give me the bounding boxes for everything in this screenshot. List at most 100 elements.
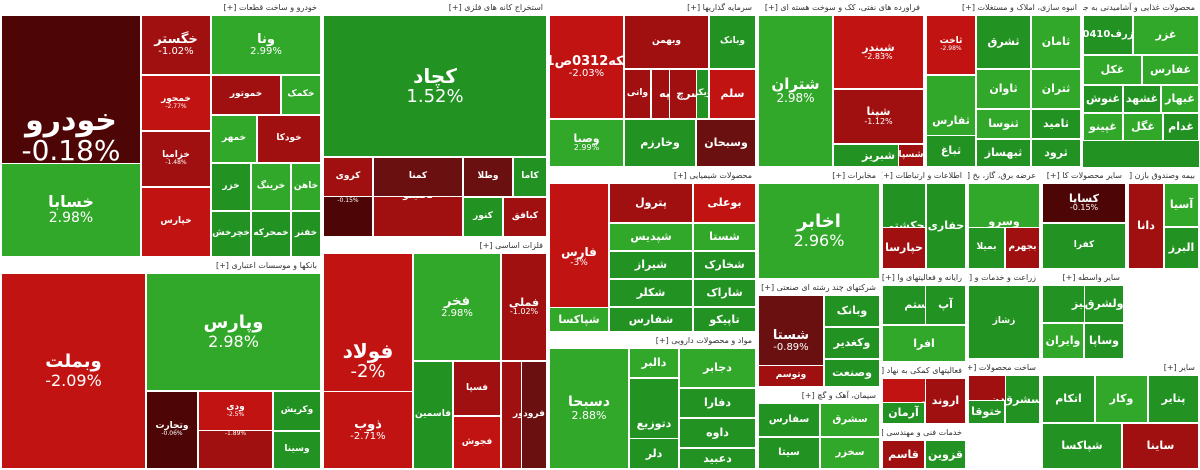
stock-tile[interactable]: کفرا xyxy=(1042,223,1126,269)
stock-tile[interactable]: شپاکسا xyxy=(1042,423,1122,469)
sector-header[interactable]: فلزات اساسی [+] xyxy=(323,239,547,253)
stock-tile[interactable]: کساپا -0.15% xyxy=(1042,183,1126,223)
stock-tile[interactable]: غشهد xyxy=(1123,85,1161,113)
stock-tile[interactable]: کمنا xyxy=(373,157,463,197)
stock-tile[interactable]: خرینگ xyxy=(251,163,291,211)
stock-tile[interactable]: فخر 2.98% xyxy=(413,253,501,361)
sector-17[interactable]: رایانه و فعالیتهای وا [+]سیستمرتاپمفاخرا… xyxy=(881,270,967,363)
stock-tile[interactable]: دالبر xyxy=(629,348,679,378)
stock-tile[interactable]: وتوسم xyxy=(758,365,824,387)
sector-5[interactable]: فراورده های نفتی، کک و سوخت هسته ای [+] ش… xyxy=(757,0,925,168)
stock-tile[interactable]: شبندر -2.83% xyxy=(833,15,924,89)
stock-tile[interactable]: سشرق xyxy=(820,403,880,437)
stock-tile[interactable]: قاسم xyxy=(882,440,925,469)
stock-tile[interactable]: واتی xyxy=(624,69,651,119)
sector-header[interactable]: اطلاعات و ارتباطات [+] xyxy=(882,169,966,183)
sector-2[interactable]: استخراج کانه های فلزی [+]کچاد1.52%کگل-0.… xyxy=(322,0,548,238)
stock-tile[interactable]: زرف0410 xyxy=(1083,15,1133,55)
sector-header[interactable]: عرضه برق، گاز، بخ [+] xyxy=(968,169,1040,183)
stock-tile[interactable]: حفاری xyxy=(926,183,966,269)
stock-tile[interactable]: خزامیا -1.48% xyxy=(141,131,211,187)
sector-23[interactable]: سایر [+] اتکام وکار پتایر شپاکسا ساینا xyxy=(1041,360,1200,470)
stock-tile[interactable]: سیتا xyxy=(758,437,820,469)
stock-tile[interactable]: دسبحا 2.88% xyxy=(549,348,629,469)
stock-tile[interactable]: دانا xyxy=(1128,183,1164,269)
stock-tile[interactable]: وبانک xyxy=(709,15,756,69)
stock-tile[interactable]: غبهار xyxy=(1161,85,1199,113)
sector-header[interactable]: مواد و محصولات دارویی [+] xyxy=(549,334,756,348)
stock-tile[interactable]: سشرق xyxy=(1005,375,1040,424)
sector-header[interactable]: محصولات غذایی و آشامیدنی به جز [+] xyxy=(1083,1,1199,15)
stock-tile[interactable]: ثشرق xyxy=(976,15,1031,69)
stock-tile[interactable]: غپینو xyxy=(1083,113,1123,141)
stock-tile[interactable]: افرا xyxy=(882,325,966,362)
stock-tile[interactable]: فسپا xyxy=(453,361,501,416)
stock-tile[interactable]: سفارس xyxy=(758,403,820,437)
sector-4[interactable]: سرمایه گذاریها [+]سکه0312ص01-2.03%وصبا2.… xyxy=(548,0,757,168)
sector-header[interactable]: شرکتهای چند رشته ای صنعتی [+] xyxy=(758,281,880,295)
stock-tile[interactable]: دفارا xyxy=(679,388,756,418)
stock-tile[interactable]: فملی -1.02% xyxy=(501,253,547,361)
stock-tile[interactable]: غنوش xyxy=(1083,85,1123,113)
stock-tile[interactable]: کروی xyxy=(323,157,373,197)
stock-tile[interactable]: آپ xyxy=(925,285,966,325)
stock-tile[interactable]: خفنر xyxy=(291,211,321,257)
stock-tile[interactable]: خمحور -2.77% xyxy=(141,75,211,131)
stock-tile[interactable]: ثنوسا xyxy=(976,109,1031,139)
stock-tile[interactable]: سخزر xyxy=(820,437,880,469)
stock-tile[interactable]: بمیلا xyxy=(968,227,1005,269)
stock-tile[interactable]: شاراک xyxy=(693,279,756,307)
stock-tile[interactable]: غفارس xyxy=(1142,55,1199,85)
stock-tile[interactable]: غدام xyxy=(1163,113,1199,141)
stock-tile[interactable]: شپنا -1.12% xyxy=(833,89,924,144)
stock-tile[interactable]: زشاز xyxy=(968,285,1040,359)
stock-tile[interactable]: خمهر xyxy=(211,115,257,163)
stock-tile[interactable]: پترول xyxy=(609,183,693,223)
stock-tile[interactable]: غزر xyxy=(1133,15,1199,55)
stock-tile[interactable]: خودکا xyxy=(257,115,321,163)
sector-13[interactable]: اطلاعات و ارتباطات [+]حکشتیحسیناحتوکاحپا… xyxy=(881,168,967,270)
stock-tile[interactable]: ثرود xyxy=(1031,139,1081,167)
stock-tile[interactable]: خپارس xyxy=(141,187,211,257)
sector-0[interactable]: خودرو و ساخت قطعات [+] خودرو -0.18% خسابا 2.… xyxy=(0,0,322,258)
stock-tile[interactable]: کاما xyxy=(513,157,547,197)
stock-tile[interactable]: دجابر xyxy=(679,348,756,388)
sector-16[interactable]: بیمه وصندوق بازن [+] دانا آسیا البرز xyxy=(1127,168,1200,270)
stock-tile[interactable]: خمحرکه xyxy=(251,211,291,257)
stock-tile[interactable]: فاسمین xyxy=(413,361,453,469)
stock-tile[interactable]: ثامان xyxy=(1031,15,1081,69)
sector-header[interactable]: فعالیتهای کمکی به نهاد [+] xyxy=(882,364,966,378)
sector-8[interactable]: محصولات شیمیایی [+] فارس -3% پترول بوعلی شپدی… xyxy=(548,168,757,333)
sector-header[interactable]: فراورده های نفتی، کک و سوخت هسته ای [+] xyxy=(758,1,924,15)
stock-tile[interactable]: دعبید xyxy=(679,448,756,469)
stock-tile[interactable]: ثبهساز xyxy=(976,139,1031,167)
stock-tile[interactable]: سکه0312ص01-2.03% xyxy=(549,15,624,119)
stock-tile[interactable]: ساینا xyxy=(1122,423,1199,469)
sector-header[interactable]: ساخت محصولات [+] xyxy=(968,361,1040,375)
stock-tile[interactable]: وکار xyxy=(1095,375,1148,423)
sector-10[interactable]: مخابرات [+] اخابر 2.96% xyxy=(757,168,881,280)
sector-9[interactable]: مواد و محصولات دارویی [+] دسبحا 2.88% دتوزی… xyxy=(548,333,757,470)
sector-header[interactable]: سایر محصولات کا [+] xyxy=(1042,169,1126,183)
stock-tile[interactable]: ثامید xyxy=(1031,109,1081,139)
sector-18[interactable]: زراعت و خدمات و [+]زملاردزکوثرزماهانزشاز xyxy=(967,270,1041,360)
stock-tile[interactable]: فجوش xyxy=(453,416,501,469)
sector-header[interactable]: رایانه و فعالیتهای وا [+] xyxy=(882,271,966,285)
sector-header[interactable]: بانکها و موسسات اعتباری [+] xyxy=(1,259,321,273)
stock-tile[interactable]: شکلر xyxy=(609,279,693,307)
stock-tile[interactable]: ونا 2.99% xyxy=(211,15,321,75)
sector-11[interactable]: شرکتهای چند رشته ای صنعتی [+] شستا -0.89% و… xyxy=(757,280,881,388)
sector-header[interactable]: مخابرات [+] xyxy=(758,169,880,183)
sector-19[interactable]: سایر واسطه [+] ولیز وایران وساپا ولشرق xyxy=(1041,270,1125,360)
stock-tile[interactable]: دلر xyxy=(629,438,679,469)
sector-header[interactable]: سایر [+] xyxy=(1042,361,1199,375)
stock-tile[interactable]: وخارزم xyxy=(624,119,696,167)
stock-tile[interactable]: بوعلی xyxy=(693,183,756,223)
stock-tile[interactable]: وسبحان xyxy=(696,119,756,167)
stock-tile[interactable]: وصنعت xyxy=(824,359,880,387)
stock-tile[interactable]: ثاوان xyxy=(976,69,1031,109)
stock-tile[interactable]: وایران xyxy=(1042,323,1084,359)
stock-tile[interactable]: شپدیس xyxy=(609,223,693,251)
sector-header[interactable]: محصولات شیمیایی [+] xyxy=(549,169,756,183)
